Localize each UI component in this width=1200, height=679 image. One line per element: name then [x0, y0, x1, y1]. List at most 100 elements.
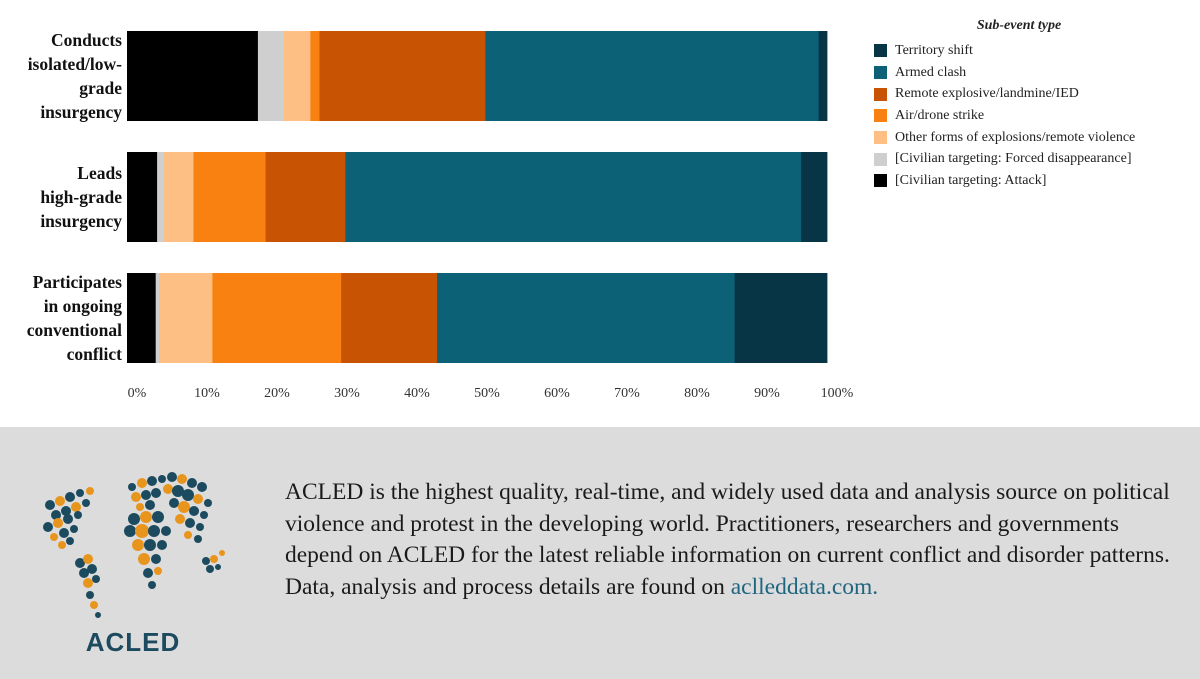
legend-item: [Civilian targeting: Attack] — [874, 170, 1194, 192]
logo-dot — [140, 511, 152, 523]
logo-dot — [136, 503, 144, 511]
logo-dot — [151, 554, 161, 564]
bar-segment — [212, 273, 342, 363]
legend-item: Territory shift — [874, 40, 1194, 62]
logo-dot — [86, 487, 94, 495]
legend-item: Air/drone strike — [874, 105, 1194, 127]
legend-swatch — [874, 66, 887, 80]
bar-segment — [193, 152, 266, 242]
logo-dot — [141, 490, 151, 500]
logo-dot — [206, 565, 214, 573]
logo-dot — [83, 554, 93, 564]
legend-item: [Civilian targeting: Forced disappearanc… — [874, 148, 1194, 170]
bar-segment — [341, 273, 438, 363]
category-label-line: Conducts — [51, 30, 122, 50]
legend-label: [Civilian targeting: Attack] — [895, 172, 1047, 188]
legend-label: Armed clash — [895, 64, 967, 80]
bar-segment — [310, 31, 320, 121]
tick-label: 70% — [614, 386, 640, 401]
category-label-line: Leads — [77, 163, 122, 183]
logo-dot — [172, 485, 184, 497]
bar-segment — [485, 31, 819, 121]
logo-dot — [169, 498, 179, 508]
logo-dot — [59, 528, 69, 538]
legend-swatch — [874, 109, 887, 123]
category-label-line: in ongoing — [43, 296, 122, 316]
category-label: Leads high-grade insurgency — [4, 161, 122, 233]
legend-label: [Civilian targeting: Forced disappearanc… — [895, 151, 1132, 167]
logo-dot — [178, 501, 190, 513]
legend-label: Other forms of explosions/remote violenc… — [895, 129, 1136, 145]
website-link[interactable]: aclleddata.com. — [730, 573, 879, 600]
logo-dot — [90, 601, 98, 609]
category-label-line: isolated/low- — [27, 54, 122, 74]
logo-dot — [157, 540, 167, 550]
chart: Conducts isolated/low-grade insurgency Lead… — [4, 18, 1194, 401]
logo-dot — [202, 557, 210, 565]
legend-item: Remote explosive/landmine/IED — [874, 83, 1194, 105]
category-label-line: grade — [79, 78, 122, 98]
logo-dot — [55, 496, 65, 506]
legend: Sub-event type Territory shift Armed clas… — [874, 18, 1194, 192]
logo-dot — [147, 476, 157, 486]
tick-label: 40% — [404, 386, 430, 401]
logo-dot — [189, 506, 199, 516]
logo-dot — [163, 484, 173, 494]
legend-swatch — [874, 131, 887, 145]
logo-dot — [63, 514, 73, 524]
blurb-text: ACLED is the highest quality, real-time,… — [285, 479, 1170, 600]
bar-segment — [164, 152, 194, 242]
legend-swatch — [874, 174, 887, 188]
logo-dot — [138, 553, 150, 565]
bar-segment — [283, 31, 311, 121]
bar-segment — [257, 31, 285, 121]
category-label-line: conflict — [66, 344, 122, 364]
logo-dot — [184, 531, 192, 539]
tick-label: 100% — [820, 386, 854, 401]
logo-dot — [79, 568, 89, 578]
logo-dot — [74, 511, 82, 519]
logo-dot — [194, 535, 202, 543]
logo-dot — [58, 541, 66, 549]
logo-dot — [144, 539, 156, 551]
logo-dot — [45, 500, 55, 510]
logo-dot — [154, 567, 162, 575]
logo-dot — [215, 564, 221, 570]
logo-dot — [124, 525, 136, 537]
bar-segment — [155, 273, 160, 363]
logo-dot — [75, 558, 85, 568]
logo-dot — [53, 518, 63, 528]
logo-dot — [87, 564, 97, 574]
bar-segment — [157, 152, 165, 242]
acled-logo: ACLED — [28, 455, 238, 657]
logo-dot — [151, 488, 161, 498]
logo-dot — [128, 513, 140, 525]
tick-label: 30% — [334, 386, 360, 401]
logo-dot — [204, 499, 212, 507]
category-label: Participates in ongoing conventional confli… — [4, 270, 122, 366]
logo-dot — [210, 555, 218, 563]
legend-item: Other forms of explosions/remote violenc… — [874, 127, 1194, 149]
bar-segment — [127, 152, 158, 242]
logo-dot — [137, 478, 147, 488]
legend-swatch — [874, 152, 887, 166]
logo-dot — [135, 524, 149, 538]
logo-dot — [185, 518, 195, 528]
legend-items: Territory shift Armed clash Remote explosi… — [874, 40, 1194, 192]
logo-dot — [161, 526, 171, 536]
logo-dot — [92, 575, 100, 583]
bar-segment — [127, 273, 157, 363]
logo-dot — [50, 533, 58, 541]
category-label-line: conventional — [26, 320, 122, 340]
logo-text: ACLED — [85, 627, 181, 657]
logo-dot — [61, 506, 71, 516]
footer-banner: ACLED ACLED is the highest quality, real… — [0, 427, 1200, 679]
logo-dot — [177, 474, 187, 484]
logo-dot — [197, 482, 207, 492]
logo-dot — [148, 525, 160, 537]
logo-dot — [95, 612, 101, 618]
category-label-line: high-grade — [40, 187, 122, 207]
logo-dot — [86, 591, 94, 599]
bar-segment — [345, 152, 802, 242]
tick-label: 0% — [127, 386, 147, 401]
